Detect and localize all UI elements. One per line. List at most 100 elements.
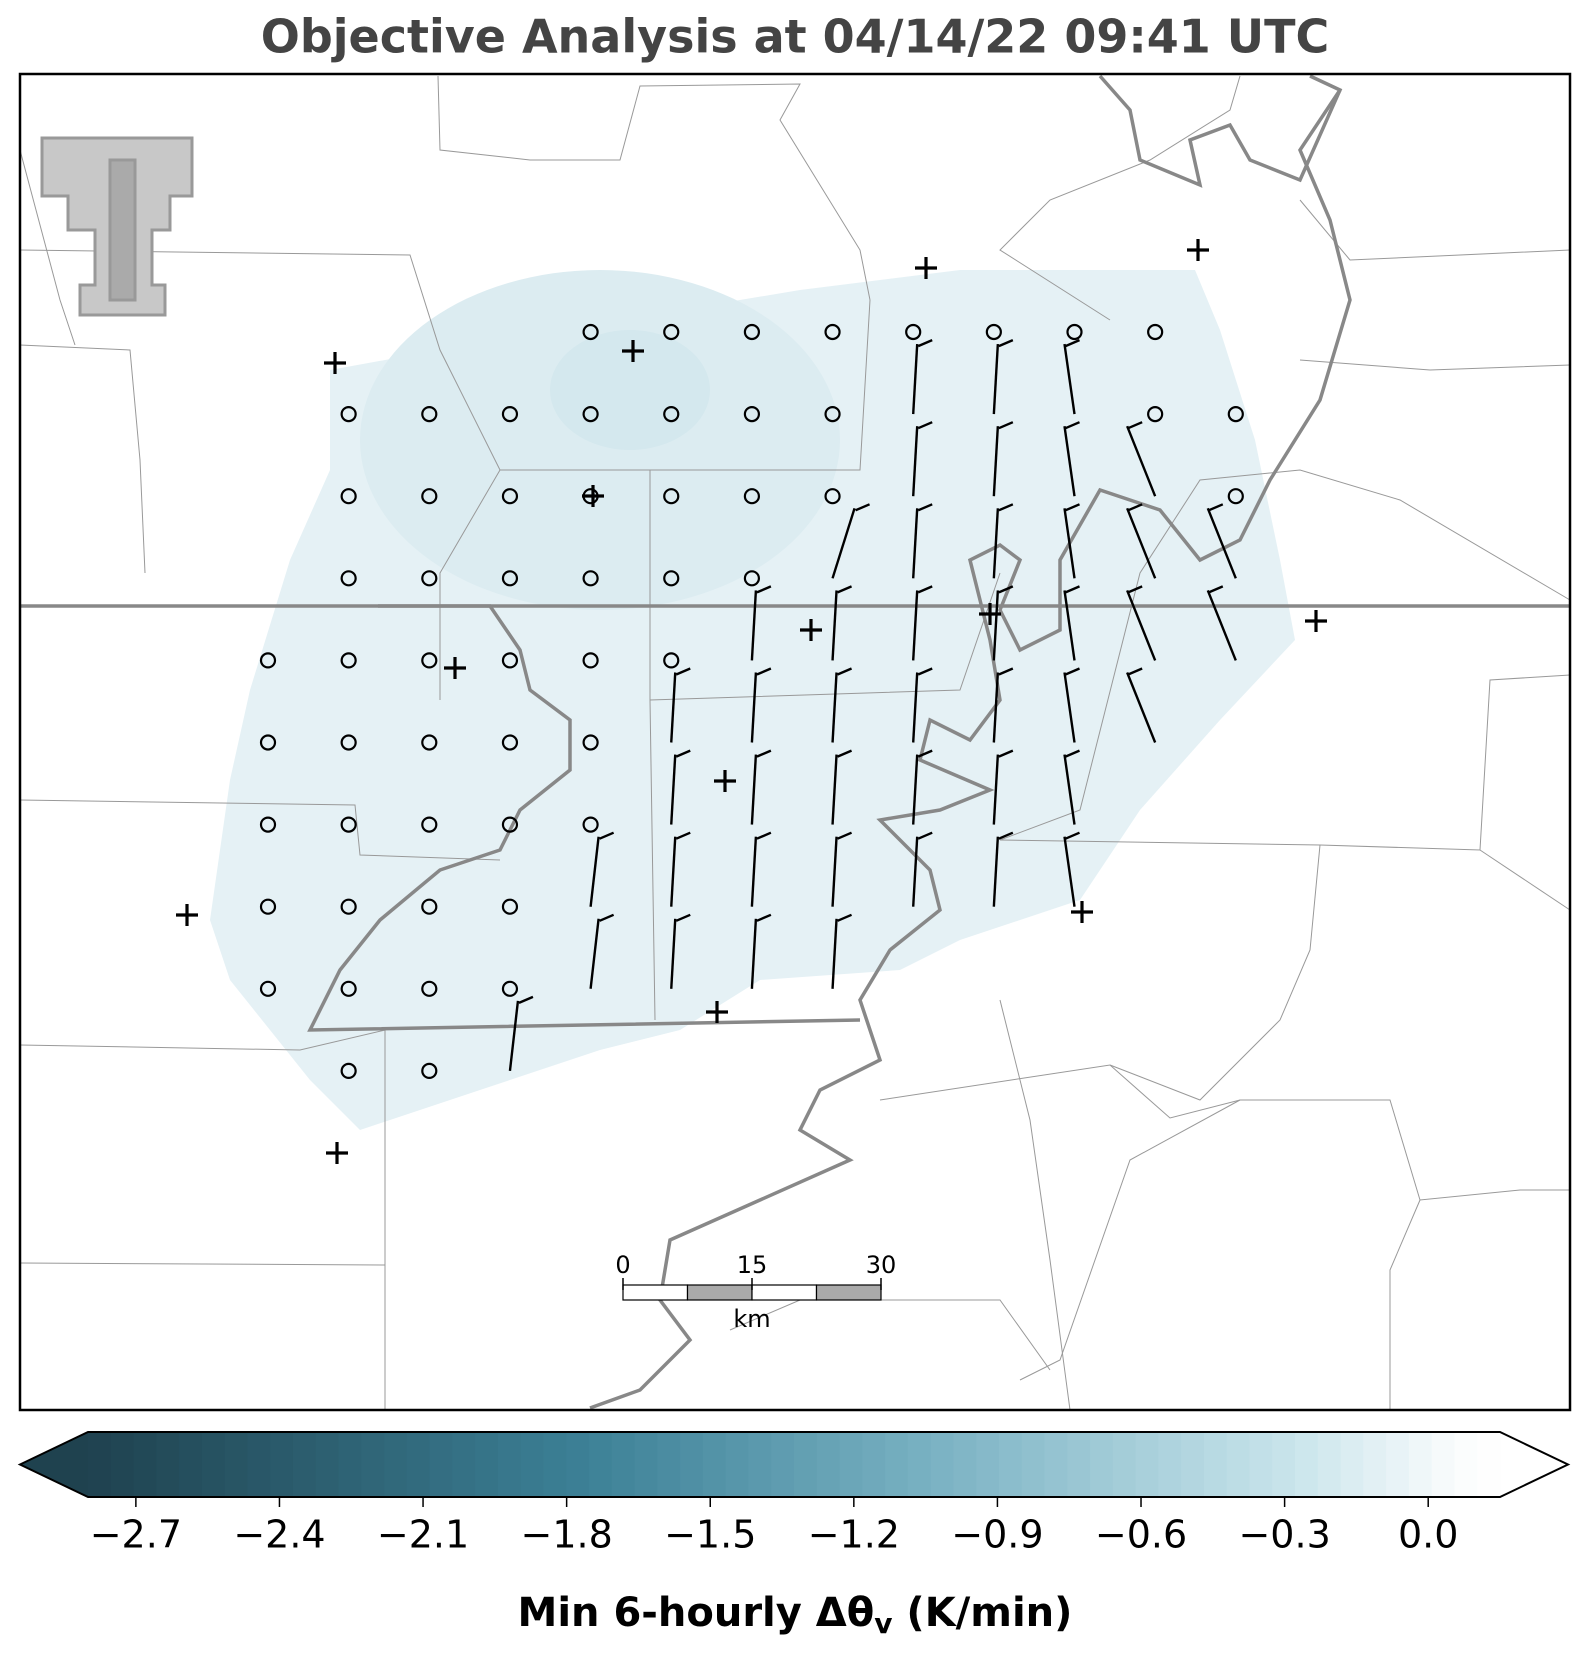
colorbar-segment <box>270 1432 294 1497</box>
wind-barb-staff <box>750 836 758 907</box>
station-calm <box>340 488 357 505</box>
wind-barb-flag <box>855 503 871 512</box>
wind-barb-flag <box>837 913 853 922</box>
station-calm <box>501 652 519 669</box>
colorbar-extend-high <box>1500 1432 1568 1497</box>
station-calm <box>663 323 680 341</box>
wind-barb-flag <box>998 503 1014 512</box>
wind-barb-staff <box>1063 672 1076 743</box>
map-frame <box>18 72 1572 1412</box>
colorbar-segment <box>862 1432 886 1497</box>
colorbar-segment <box>315 1432 340 1497</box>
colorbar-segment <box>1317 1432 1342 1497</box>
wind-barb-staff <box>831 836 838 907</box>
station-calm <box>259 652 277 669</box>
station-calm <box>1227 488 1244 505</box>
colorbar-segment <box>566 1432 590 1497</box>
wind-barb-flag <box>1065 503 1080 512</box>
colorbar-segment <box>1090 1432 1114 1497</box>
colorbar-segment <box>589 1432 613 1497</box>
scale-bar-label: 0 <box>615 1251 630 1279</box>
station-missing <box>176 904 198 926</box>
colorbar-label-space <box>892 1590 906 1636</box>
colorbar-segment <box>1067 1432 1091 1497</box>
wind-barb-flag <box>1065 585 1080 594</box>
colorbar-segment <box>794 1432 818 1497</box>
colorbar-outline <box>17 1431 1571 1498</box>
wind-barb-staff <box>912 508 919 579</box>
station-calm <box>259 734 277 751</box>
station-missing <box>326 1142 348 1164</box>
logo <box>40 136 194 317</box>
station-calm <box>582 570 599 587</box>
colorbar-segment <box>816 1432 841 1497</box>
wind-barb-staff <box>992 590 1000 661</box>
colorbar-segment <box>657 1432 681 1497</box>
colorbar-tick-label: −2.7 <box>90 1513 182 1557</box>
colorbar-label: Min 6-hourly Δθv (K/min) <box>518 1590 1073 1640</box>
colorbar-segment <box>1340 1432 1364 1497</box>
wind-barb-staff <box>1063 836 1076 907</box>
colorbar-segment <box>1477 1432 1501 1497</box>
station-calm <box>340 406 357 423</box>
wind-barb-flag <box>1127 421 1143 430</box>
station-missing <box>324 352 346 374</box>
wind-barb-staff <box>670 672 677 743</box>
wind-barb-flag <box>917 503 933 512</box>
station-calm <box>663 652 680 669</box>
colorbar-segment <box>1386 1432 1410 1497</box>
wind-barb-staff <box>670 754 677 825</box>
wind-barb-staff <box>1126 589 1157 661</box>
wind-barb-flag <box>756 913 772 922</box>
station-calm <box>340 570 357 587</box>
wind-barb-staff <box>1063 426 1076 497</box>
wind-barb-flag <box>599 913 615 922</box>
wind-barb-staff <box>1126 425 1157 497</box>
colorbar-segment <box>1272 1432 1296 1497</box>
wind-barb-staff <box>831 918 838 989</box>
station-calm <box>824 488 841 505</box>
colorbar-segment <box>247 1432 271 1497</box>
colorbar-segment <box>702 1432 727 1497</box>
scale-bar-segment <box>751 1284 818 1301</box>
scale-bar-unit: km <box>733 1305 770 1333</box>
wind-barb-staff <box>912 590 919 661</box>
wind-barb-staff <box>750 590 758 661</box>
station-calm <box>905 323 922 341</box>
wind-barb-flag <box>756 585 772 594</box>
station-calm <box>421 652 438 669</box>
colorbar-segment <box>930 1432 955 1497</box>
station-calm <box>501 406 519 423</box>
wind-barb-staff <box>831 590 838 661</box>
wind-barb-staff <box>670 836 677 907</box>
colorbar-segment <box>1021 1432 1046 1497</box>
colorbar-segment <box>224 1432 249 1497</box>
station-calm <box>421 980 438 997</box>
wind-barb-flag <box>599 831 615 840</box>
colorbar-tick-label: −0.6 <box>1095 1513 1187 1557</box>
wind-barb-flag <box>675 749 691 758</box>
colorbar-segment <box>338 1432 362 1497</box>
colorbar-segment <box>497 1432 522 1497</box>
wind-barb-staff <box>1126 507 1157 579</box>
wind-barb-flag <box>518 995 534 1005</box>
wind-barb-staff <box>750 918 758 989</box>
colorbar-label-unit: (K/min) <box>906 1590 1072 1636</box>
wind-barb-flag <box>1127 585 1143 594</box>
wind-barb-staff <box>912 426 919 497</box>
colorbar-tick-label: −0.9 <box>951 1513 1043 1557</box>
colorbar-segment <box>133 1432 157 1497</box>
colorbar-segment <box>543 1432 567 1497</box>
colorbar-segment <box>1158 1432 1182 1497</box>
scale-bar-segment <box>622 1284 689 1301</box>
wind-barb-staff <box>589 836 600 907</box>
colorbar-extend-low <box>20 1432 88 1497</box>
wind-barb-flag <box>917 585 933 594</box>
station-calm <box>421 816 438 833</box>
wind-barb-flag <box>998 338 1014 348</box>
station-calm <box>421 734 438 751</box>
wind-barb-staff <box>992 344 1000 415</box>
wind-barb-flag <box>917 749 933 758</box>
station-calm <box>985 323 1002 341</box>
